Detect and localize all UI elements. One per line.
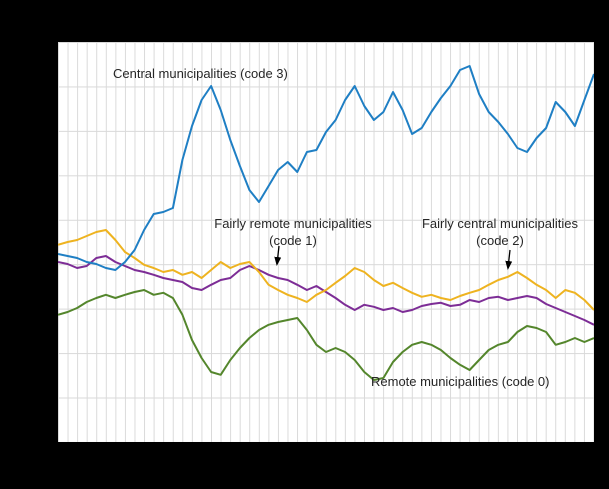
arrow-to-fairly-central-line	[505, 249, 513, 270]
series-line-code-2	[58, 229, 594, 311]
annotation-central-municipalities: Central municipalities (code 3)	[113, 66, 288, 81]
series-line-code-0	[58, 289, 594, 381]
annotation-fairly-central-municipalities: Fairly central municipalities (code 2)	[421, 216, 579, 248]
series-line-code-1	[58, 255, 594, 326]
plot-area: Central municipalities (code 3) Fairly r…	[58, 42, 594, 442]
arrow-to-fairly-remote-line	[274, 245, 282, 266]
series-line-code-3	[58, 65, 594, 271]
annotation-remote-municipalities: Remote municipalities (code 0)	[371, 374, 550, 389]
chart-svg	[58, 65, 594, 381]
annotation-fairly-remote-municipalities: Fairly remote municipalities (code 1)	[214, 216, 372, 248]
